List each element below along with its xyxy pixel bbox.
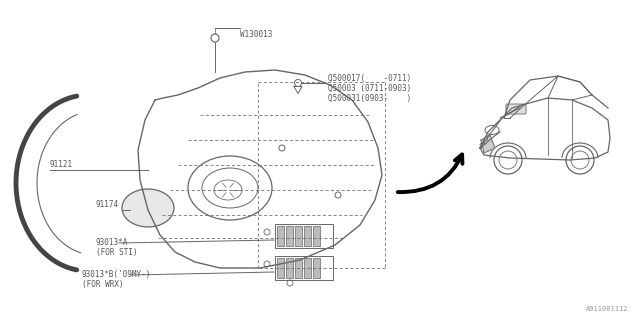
Bar — [304, 258, 311, 278]
Text: A911001112: A911001112 — [586, 306, 628, 312]
Text: 93013*A: 93013*A — [96, 238, 129, 247]
Bar — [313, 226, 320, 246]
Bar — [295, 226, 302, 246]
Polygon shape — [481, 135, 495, 153]
Bar — [275, 224, 333, 248]
Ellipse shape — [122, 189, 174, 227]
Text: 91121: 91121 — [50, 160, 73, 169]
Bar — [277, 226, 284, 246]
Text: 93013*B('09MY-): 93013*B('09MY-) — [82, 270, 152, 279]
Bar — [313, 258, 320, 278]
Text: W130013: W130013 — [240, 30, 273, 39]
Text: 91174: 91174 — [95, 200, 118, 209]
Bar — [275, 256, 333, 280]
Bar — [277, 258, 284, 278]
Text: Q50003 (0711-0903): Q50003 (0711-0903) — [328, 84, 412, 93]
Text: Q500017(    -0711): Q500017( -0711) — [328, 74, 412, 83]
Text: (FOR STI): (FOR STI) — [96, 248, 138, 257]
Bar — [304, 226, 311, 246]
FancyBboxPatch shape — [506, 104, 526, 114]
Bar — [286, 258, 293, 278]
Text: (FOR WRX): (FOR WRX) — [82, 280, 124, 289]
Bar — [295, 258, 302, 278]
Bar — [286, 226, 293, 246]
Text: Q500031(0903-    ): Q500031(0903- ) — [328, 94, 412, 103]
